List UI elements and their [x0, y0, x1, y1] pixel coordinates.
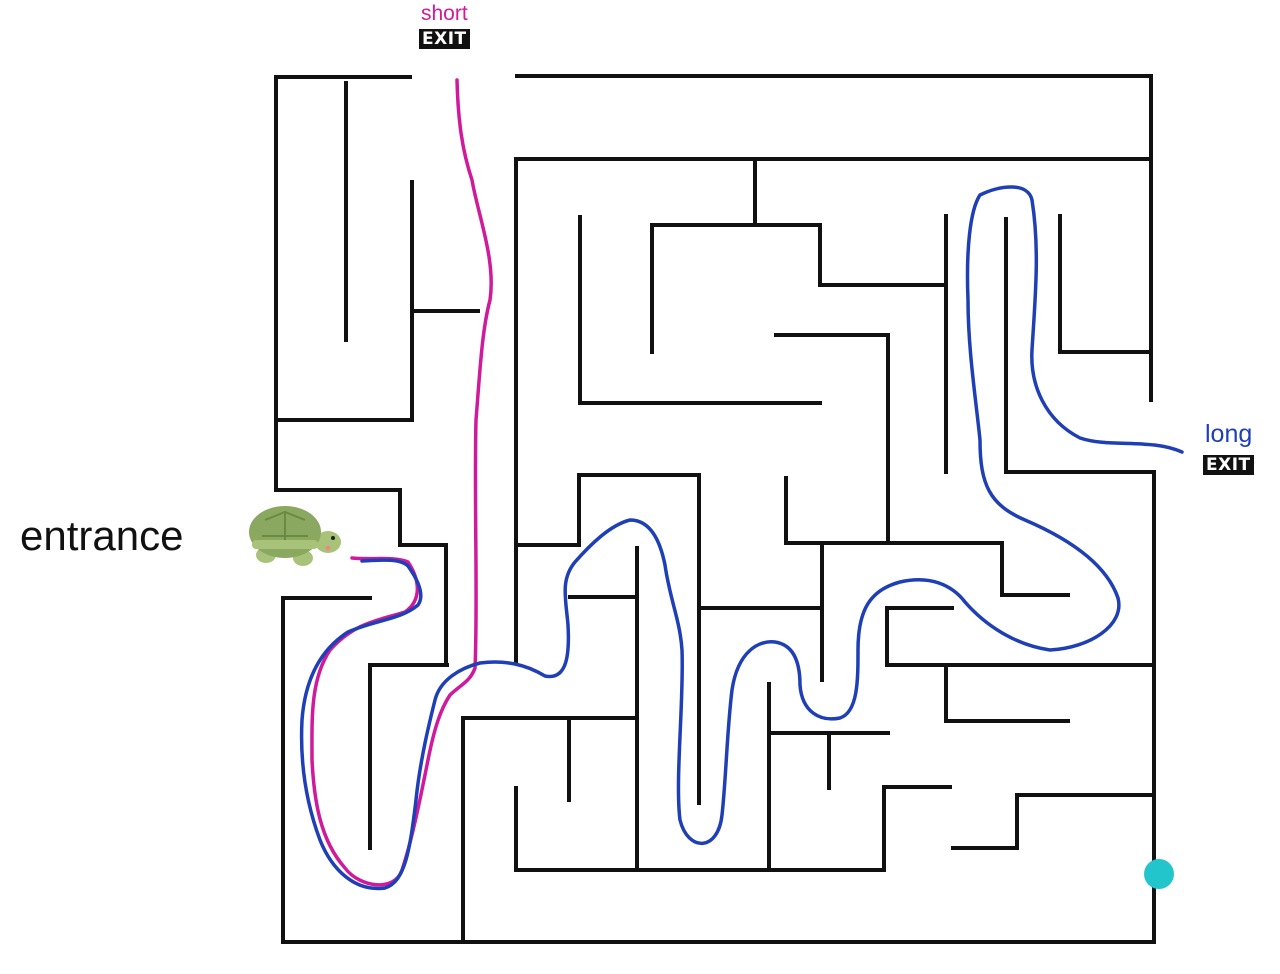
wall-b6: [951, 793, 1156, 850]
wall-outer-top-right: [515, 74, 1153, 402]
wall-c10: [1058, 214, 1153, 354]
turtle-icon: [249, 506, 341, 566]
wall-m9: [944, 663, 1070, 723]
long-route-label: long: [1205, 420, 1253, 448]
cyan-dot-marker: [1144, 859, 1174, 889]
wall-m8: [885, 606, 1156, 667]
wall-c9: [1004, 217, 1156, 474]
wall-c4: [650, 223, 948, 287]
exit-top-badge: EXIT: [419, 29, 470, 49]
wall-l2: [277, 180, 414, 422]
wall-b1: [514, 785, 952, 872]
wall-m1: [516, 473, 701, 805]
entrance-label: entrance: [20, 512, 184, 559]
wall-c6: [578, 215, 822, 405]
turtle-cheek: [325, 545, 331, 551]
turtle-shell-rim: [252, 540, 318, 549]
long-route-path: [299, 185, 1184, 891]
turtle-eye: [331, 536, 335, 540]
turtle-head: [315, 531, 341, 553]
wall-m5: [784, 476, 1070, 597]
maze-walls: [274, 74, 1156, 944]
wall-c7: [774, 333, 890, 545]
short-route-label: short: [421, 2, 468, 25]
wall-outer-left-lower: [281, 596, 372, 944]
wall-outer-left-upper: [274, 75, 448, 664]
exit-right-badge: EXIT: [1203, 455, 1254, 475]
